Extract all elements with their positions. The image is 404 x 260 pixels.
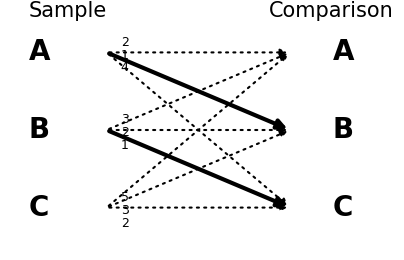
- Text: A: A: [332, 38, 354, 66]
- Text: Sample: Sample: [29, 1, 107, 21]
- Text: 2: 2: [121, 126, 128, 139]
- Text: 1: 1: [121, 139, 128, 152]
- Text: B: B: [29, 116, 50, 144]
- Text: 5: 5: [121, 191, 129, 204]
- Text: A: A: [29, 38, 50, 66]
- Text: 3: 3: [121, 204, 128, 217]
- Text: 2: 2: [121, 217, 128, 230]
- Text: B: B: [332, 116, 354, 144]
- Text: 3: 3: [121, 113, 128, 126]
- Text: 2: 2: [121, 36, 128, 49]
- Text: 1: 1: [121, 49, 128, 62]
- Text: 4: 4: [121, 61, 128, 74]
- Text: C: C: [29, 194, 49, 222]
- Text: Comparison: Comparison: [269, 1, 394, 21]
- Text: C: C: [332, 194, 353, 222]
